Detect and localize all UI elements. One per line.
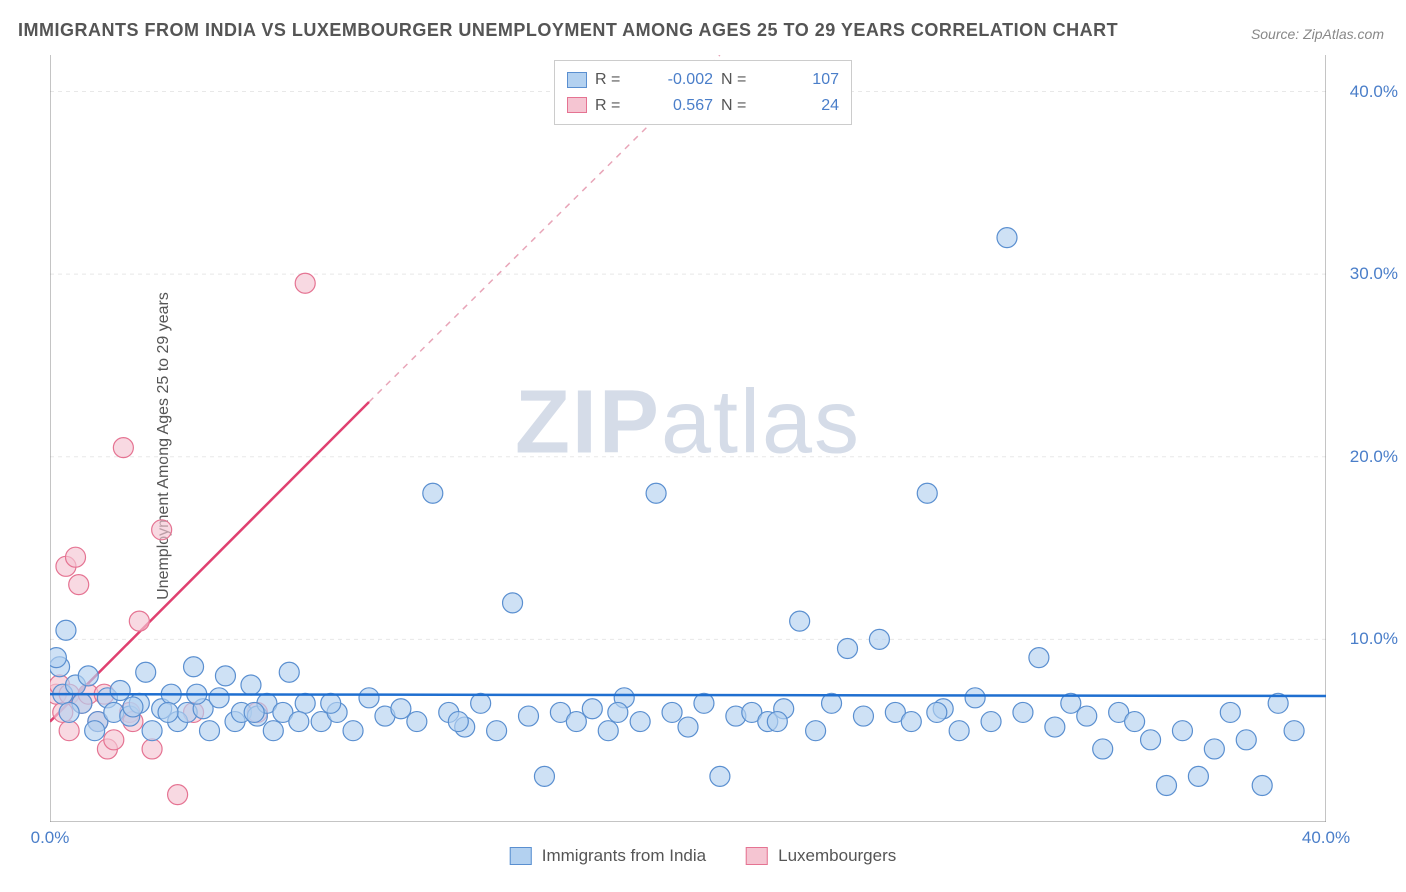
legend-item-blue: Immigrants from India — [510, 846, 706, 866]
legend-row-pink: R = 0.567 N = 24 — [567, 93, 839, 119]
n-value-pink: 24 — [769, 93, 839, 119]
legend-swatch-blue — [567, 72, 587, 88]
y-tick-label: 40.0% — [1350, 82, 1398, 102]
chart-title: IMMIGRANTS FROM INDIA VS LUXEMBOURGER UN… — [18, 20, 1118, 41]
y-tick-label: 30.0% — [1350, 264, 1398, 284]
legend-label-pink: Luxembourgers — [778, 846, 896, 866]
r-label: R = — [595, 93, 635, 119]
n-label: N = — [721, 67, 761, 93]
source-label: Source: ZipAtlas.com — [1251, 26, 1384, 42]
n-value-blue: 107 — [769, 67, 839, 93]
legend-label-blue: Immigrants from India — [542, 846, 706, 866]
r-value-pink: 0.567 — [643, 93, 713, 119]
scatter-plot-svg — [50, 55, 1326, 822]
r-value-blue: -0.002 — [643, 67, 713, 93]
chart-container: IMMIGRANTS FROM INDIA VS LUXEMBOURGER UN… — [0, 0, 1406, 892]
legend-swatch-pink — [567, 97, 587, 113]
legend-swatch-blue-icon — [510, 847, 532, 865]
n-label: N = — [721, 93, 761, 119]
legend-swatch-pink-icon — [746, 847, 768, 865]
series-legend: Immigrants from India Luxembourgers — [510, 846, 897, 866]
plot-area: ZIPatlas — [50, 55, 1326, 822]
legend-row-blue: R = -0.002 N = 107 — [567, 67, 839, 93]
legend-item-pink: Luxembourgers — [746, 846, 896, 866]
y-tick-label: 20.0% — [1350, 447, 1398, 467]
x-tick-label: 40.0% — [1302, 828, 1350, 848]
correlation-legend: R = -0.002 N = 107 R = 0.567 N = 24 — [554, 60, 852, 125]
x-tick-label: 0.0% — [31, 828, 70, 848]
y-tick-label: 10.0% — [1350, 629, 1398, 649]
r-label: R = — [595, 67, 635, 93]
